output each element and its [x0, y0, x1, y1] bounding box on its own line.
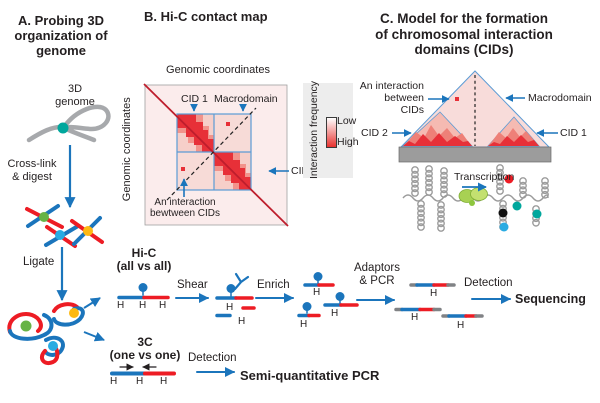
hindiii-site-label: H: [331, 308, 339, 319]
panel-c-title: C. Model for the formation of chromosoma…: [375, 11, 553, 57]
enrich-label: Enrich: [257, 279, 290, 291]
hindiii-site-label: H: [238, 316, 246, 327]
colorbar-label: Interaction frequency: [308, 80, 320, 179]
hindiii-site-label: H: [159, 300, 167, 311]
map-cid1-label: CID 1: [181, 93, 208, 105]
hindiii-site-label: H: [139, 300, 147, 311]
hindiii-site-label: H: [110, 376, 118, 387]
rna-polymerase: [458, 187, 488, 206]
hindiii-site-label: H: [313, 287, 321, 298]
map-macrodomain-label: Macrodomain: [214, 93, 278, 105]
model-cid2-label: CID 2: [361, 127, 388, 139]
model-cid1-label: CID 1: [560, 127, 587, 139]
model-annotation-arrows: [392, 94, 558, 137]
colorbar-gradient: [326, 117, 337, 148]
biotin-dot: [226, 284, 236, 293]
hindiii-site-label: H: [411, 312, 419, 323]
semiquant-pcr-label: Semi-quantitative PCR: [240, 368, 380, 383]
hindiii-site-label: H: [160, 376, 168, 387]
panel-b-title: B. Hi-C contact map: [144, 9, 268, 24]
biotin-dot: [302, 302, 312, 311]
map-interaction-label: An interaction bewtween CIDs: [149, 197, 221, 219]
bound-proteins: [498, 174, 542, 232]
genome-squiggle: [26, 104, 111, 143]
map-annotation-arrows: [180, 103, 289, 197]
colorbar-low-label: Low: [337, 115, 357, 127]
hindiii-site-label: H: [226, 302, 234, 313]
hindiii-site-label: H: [430, 288, 438, 299]
detection-bottom-label: Detection: [188, 352, 237, 364]
hindiii-site-label: H: [117, 300, 125, 311]
to-hic-arrow: [83, 297, 101, 309]
antibody-icon: [233, 272, 250, 291]
hindiii-site-label: H: [457, 320, 465, 331]
membrane-bar: [398, 146, 552, 163]
panel-a-arrows: [56, 145, 105, 342]
crosslink-label: Cross-link & digest: [7, 158, 57, 183]
hic-method-label: Hi-C (all vs all): [116, 246, 172, 273]
colorbar-high-label: High: [337, 136, 359, 148]
hindiii-site-label: H: [300, 319, 308, 330]
panel-a-title: A. Probing 3D organization of genome: [14, 13, 108, 58]
sequencing-label: Sequencing: [515, 292, 586, 306]
crosslink-dot: [57, 122, 69, 134]
contact-map: [143, 83, 289, 227]
inter-cid-dot-lower: [181, 167, 185, 171]
crosslinked-fragments: [25, 204, 104, 248]
cid-model: [392, 70, 558, 232]
transcription-label: Transcription: [454, 171, 515, 183]
threec-workflow: [110, 363, 235, 377]
adaptors-label: Adaptors & PCR: [353, 262, 401, 287]
genome-label: 3D genome: [55, 83, 95, 108]
dna-supercoils: [402, 164, 549, 232]
shear-label: Shear: [177, 279, 208, 291]
biotin-dot: [313, 272, 323, 281]
biotin-dot: [138, 283, 148, 292]
map-y-axis-label: Genomic coordinates: [120, 97, 133, 202]
main-diagonal: [143, 83, 289, 227]
inter-cid-dot-model: [455, 97, 459, 101]
cid1-triangle: [487, 116, 540, 147]
cid2-triangle: [401, 111, 473, 147]
ligated-products: [7, 302, 85, 365]
hic-workflow: [117, 272, 511, 318]
adaptor-fragments: [394, 283, 484, 318]
threec-method-label: 3C (one vs one): [109, 335, 181, 362]
detection-top-label: Detection: [464, 277, 513, 289]
model-macrodomain-label: Macrodomain: [528, 92, 592, 104]
map-x-axis-label: Genomic coordinates: [166, 64, 270, 76]
inter-cid-dot-upper: [226, 122, 230, 126]
biotin-dot: [335, 292, 345, 301]
model-interaction-label: An interaction between CIDs: [359, 80, 424, 116]
to-3c-arrow: [83, 331, 105, 342]
hindiii-site-label: H: [136, 376, 144, 387]
ligate-label: Ligate: [23, 256, 55, 268]
